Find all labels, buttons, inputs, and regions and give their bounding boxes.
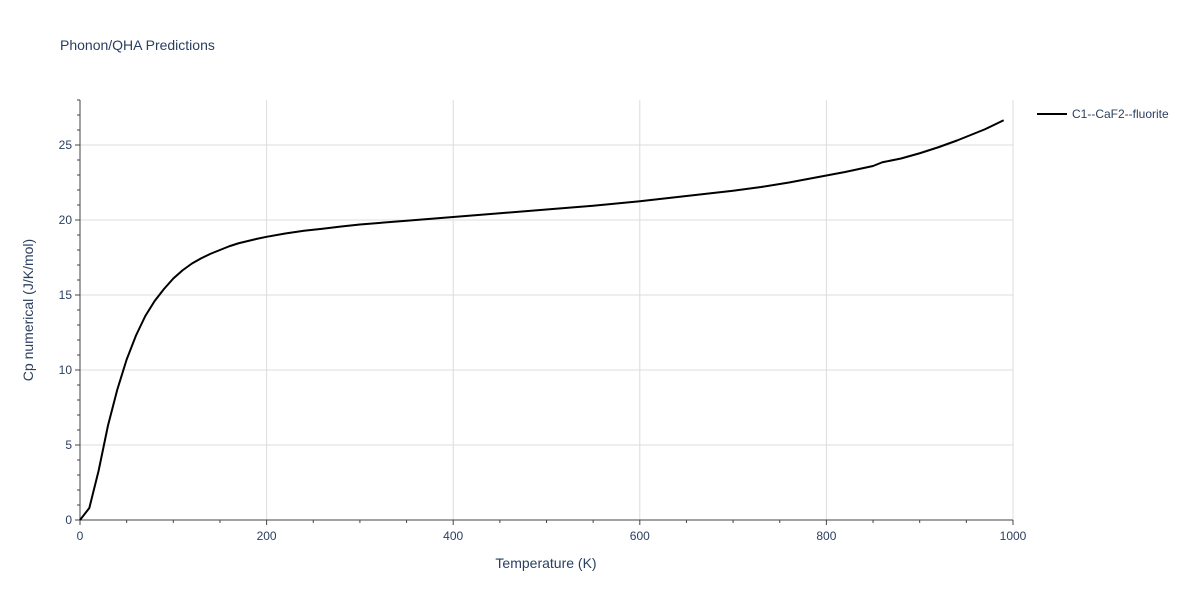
x-tick-label: 1000 <box>1000 529 1027 543</box>
grid-lines <box>80 100 1014 520</box>
y-tick-label: 0 <box>65 513 72 527</box>
x-tick-label: 0 <box>77 529 84 543</box>
chart-title: Phonon/QHA Predictions <box>60 37 215 53</box>
series-line[interactable] <box>79 119 1005 521</box>
series-layer <box>79 119 1005 521</box>
legend[interactable]: C1--CaF2--fluorite <box>1037 107 1169 121</box>
y-tick-label: 25 <box>59 138 73 152</box>
x-tick-label: 200 <box>257 529 277 543</box>
legend-label: C1--CaF2--fluorite <box>1072 107 1169 121</box>
y-tick-label: 15 <box>59 288 73 302</box>
y-axis-title: Cp numerical (J/K/mol) <box>20 239 36 381</box>
y-tick-label: 20 <box>59 213 73 227</box>
x-tick-label: 800 <box>816 529 836 543</box>
x-tick-label: 400 <box>443 529 463 543</box>
y-tick-label: 5 <box>65 438 72 452</box>
axes <box>75 99 1014 525</box>
tick-labels: 0 200 400 600 800 1000 0 5 10 15 20 25 <box>59 138 1027 543</box>
x-tick-label: 600 <box>630 529 650 543</box>
y-tick-label: 10 <box>59 363 73 377</box>
x-axis-title: Temperature (K) <box>495 555 596 571</box>
